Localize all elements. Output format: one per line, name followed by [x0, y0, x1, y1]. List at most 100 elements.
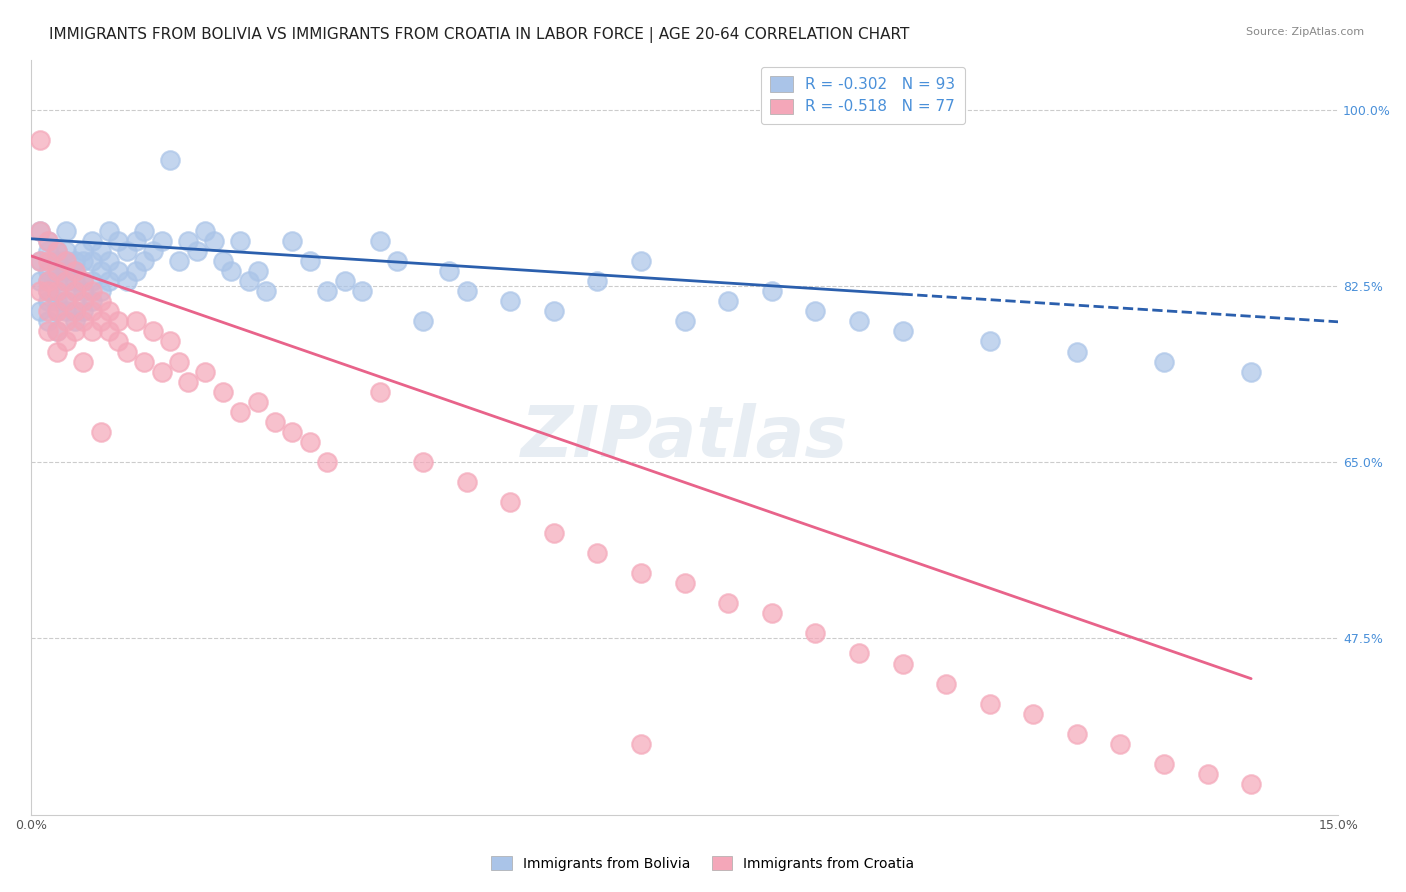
Point [80, 284, 103, 298]
Point [37, 234, 59, 248]
Point [98, 325, 121, 339]
Point [1153, 354, 1175, 368]
Point [246, 394, 269, 409]
Point [72, 254, 94, 268]
Point [134, 354, 156, 368]
Point [499, 294, 522, 309]
Point [37, 284, 59, 298]
Point [98, 304, 121, 318]
Legend: Immigrants from Bolivia, Immigrants from Croatia: Immigrants from Bolivia, Immigrants from… [486, 850, 920, 876]
Point [333, 274, 356, 288]
Point [55, 274, 77, 288]
Point [150, 365, 173, 379]
Point [194, 365, 217, 379]
Point [46, 244, 69, 258]
Point [1066, 727, 1088, 741]
Point [142, 325, 165, 339]
Point [211, 384, 233, 399]
Point [55, 304, 77, 318]
Point [90, 284, 112, 298]
Point [194, 224, 217, 238]
Point [134, 224, 156, 238]
Point [456, 284, 478, 298]
Point [673, 314, 696, 328]
Point [1109, 737, 1132, 751]
Point [55, 224, 77, 238]
Point [55, 264, 77, 278]
Point [979, 697, 1001, 711]
Point [1153, 757, 1175, 772]
Point [115, 344, 138, 359]
Point [80, 325, 103, 339]
Text: IMMIGRANTS FROM BOLIVIA VS IMMIGRANTS FROM CROATIA IN LABOR FORCE | AGE 20-64 CO: IMMIGRANTS FROM BOLIVIA VS IMMIGRANTS FR… [49, 27, 910, 43]
Point [159, 153, 181, 168]
Point [202, 234, 225, 248]
Point [167, 254, 190, 268]
Point [254, 284, 277, 298]
Point [167, 354, 190, 368]
Point [238, 274, 260, 288]
Point [72, 314, 94, 328]
Point [80, 254, 103, 268]
Point [46, 304, 69, 318]
Point [412, 314, 434, 328]
Point [63, 274, 86, 288]
Point [281, 234, 304, 248]
Point [80, 304, 103, 318]
Point [72, 274, 94, 288]
Point [107, 234, 129, 248]
Text: Source: ZipAtlas.com: Source: ZipAtlas.com [1246, 27, 1364, 37]
Point [63, 264, 86, 278]
Point [90, 294, 112, 309]
Point [368, 234, 391, 248]
Point [124, 314, 146, 328]
Point [804, 304, 827, 318]
Point [115, 244, 138, 258]
Point [63, 284, 86, 298]
Point [55, 294, 77, 309]
Point [186, 244, 208, 258]
Point [55, 254, 77, 268]
Point [543, 304, 565, 318]
Point [63, 264, 86, 278]
Point [63, 254, 86, 268]
Point [55, 274, 77, 288]
Point [352, 284, 374, 298]
Point [385, 254, 408, 268]
Point [63, 314, 86, 328]
Point [142, 244, 165, 258]
Point [90, 314, 112, 328]
Point [456, 475, 478, 490]
Point [28, 254, 51, 268]
Point [1022, 706, 1045, 721]
Point [63, 304, 86, 318]
Point [98, 254, 121, 268]
Point [46, 325, 69, 339]
Point [80, 294, 103, 309]
Point [46, 274, 69, 288]
Point [72, 354, 94, 368]
Point [46, 294, 69, 309]
Point [46, 284, 69, 298]
Legend: R = -0.302   N = 93, R = -0.518   N = 77: R = -0.302 N = 93, R = -0.518 N = 77 [761, 67, 965, 124]
Point [246, 264, 269, 278]
Point [804, 626, 827, 640]
Point [55, 334, 77, 349]
Point [264, 415, 287, 429]
Point [761, 284, 783, 298]
Point [891, 657, 914, 671]
Point [761, 606, 783, 620]
Point [1197, 767, 1219, 781]
Point [63, 304, 86, 318]
Point [72, 274, 94, 288]
Point [935, 676, 957, 690]
Point [159, 334, 181, 349]
Point [37, 264, 59, 278]
Text: ZIPatlas: ZIPatlas [522, 402, 848, 472]
Point [37, 284, 59, 298]
Point [90, 244, 112, 258]
Point [37, 254, 59, 268]
Point [37, 244, 59, 258]
Point [28, 304, 51, 318]
Point [46, 325, 69, 339]
